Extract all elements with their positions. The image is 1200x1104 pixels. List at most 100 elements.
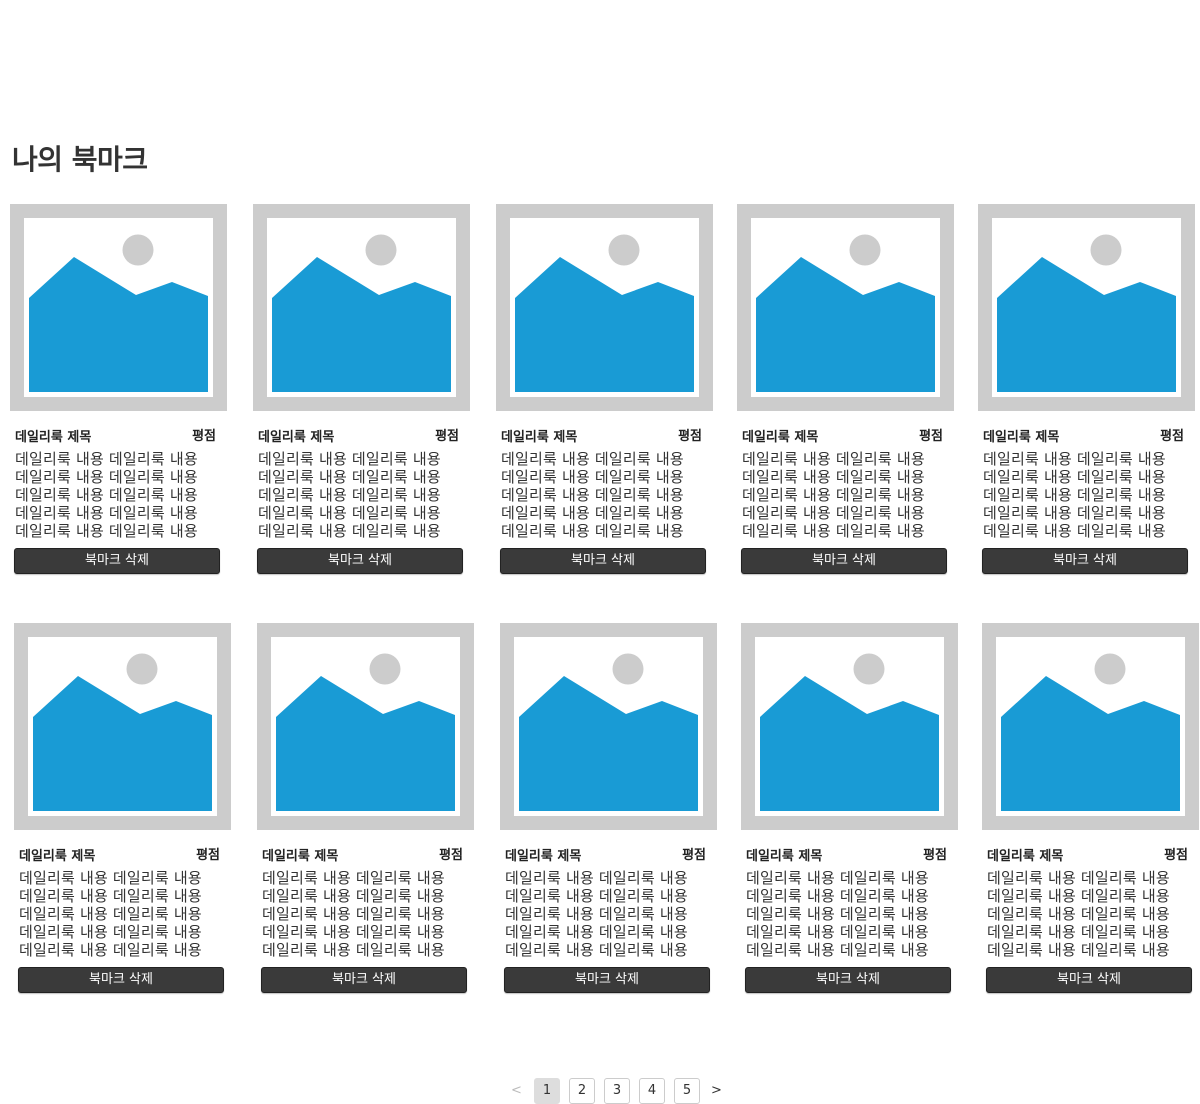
prev-page-button[interactable]: < <box>511 1083 522 1098</box>
card-title: 데일리룩 제목 <box>262 849 339 864</box>
card-description-line: 데일리룩 내용 데일리룩 내용 <box>258 486 441 504</box>
card-description-line: 데일리룩 내용 데일리룩 내용 <box>19 905 202 923</box>
delete-bookmark-button[interactable]: 북마크 삭제 <box>986 967 1192 993</box>
image-placeholder-icon[interactable] <box>257 623 474 830</box>
card-description-line: 데일리룩 내용 데일리룩 내용 <box>258 468 441 486</box>
bookmark-card[interactable]: 데일리룩 제목 평점 데일리룩 내용 데일리룩 내용 데일리룩 내용 데일리룩 … <box>257 623 474 993</box>
page-button-3[interactable]: 3 <box>604 1078 630 1104</box>
card-description-line: 데일리룩 내용 데일리룩 내용 <box>746 923 929 941</box>
card-description-line: 데일리룩 내용 데일리룩 내용 <box>983 468 1166 486</box>
page-button-4[interactable]: 4 <box>639 1078 665 1104</box>
bookmark-card[interactable]: 데일리룩 제목 평점 데일리룩 내용 데일리룩 내용 데일리룩 내용 데일리룩 … <box>500 623 717 993</box>
image-placeholder-graphic <box>24 218 213 397</box>
delete-bookmark-button[interactable]: 북마크 삭제 <box>14 548 220 574</box>
card-description: 데일리룩 내용 데일리룩 내용 데일리룩 내용 데일리룩 내용 데일리룩 내용 … <box>987 869 1194 959</box>
card-description-line: 데일리룩 내용 데일리룩 내용 <box>262 923 445 941</box>
card-description-line: 데일리룩 내용 데일리룩 내용 <box>983 504 1166 522</box>
page-title: 나의 북마크 <box>12 143 148 176</box>
image-placeholder-icon[interactable] <box>982 623 1199 830</box>
image-placeholder-icon[interactable] <box>496 204 713 411</box>
bookmark-card[interactable]: 데일리룩 제목 평점 데일리룩 내용 데일리룩 내용 데일리룩 내용 데일리룩 … <box>737 204 954 574</box>
image-placeholder-graphic <box>267 218 456 397</box>
image-placeholder-graphic <box>271 637 460 816</box>
card-rating: 평점 <box>678 429 702 444</box>
image-placeholder-graphic <box>28 637 217 816</box>
card-description-line: 데일리룩 내용 데일리룩 내용 <box>746 887 929 905</box>
card-rating: 평점 <box>682 848 706 863</box>
card-description: 데일리룩 내용 데일리룩 내용 데일리룩 내용 데일리룩 내용 데일리룩 내용 … <box>262 869 469 959</box>
delete-bookmark-button[interactable]: 북마크 삭제 <box>745 967 951 993</box>
bookmark-card[interactable]: 데일리룩 제목 평점 데일리룩 내용 데일리룩 내용 데일리룩 내용 데일리룩 … <box>14 623 231 993</box>
delete-bookmark-button[interactable]: 북마크 삭제 <box>982 548 1188 574</box>
card-description-line: 데일리룩 내용 데일리룩 내용 <box>746 905 929 923</box>
card-description-line: 데일리룩 내용 데일리룩 내용 <box>505 905 688 923</box>
card-description-line: 데일리룩 내용 데일리룩 내용 <box>505 941 688 959</box>
card-description-line: 데일리룩 내용 데일리룩 내용 <box>15 522 198 540</box>
delete-bookmark-button[interactable]: 북마크 삭제 <box>504 967 710 993</box>
bookmark-card[interactable]: 데일리룩 제목 평점 데일리룩 내용 데일리룩 내용 데일리룩 내용 데일리룩 … <box>10 204 227 574</box>
card-description-line: 데일리룩 내용 데일리룩 내용 <box>987 869 1170 887</box>
image-placeholder-graphic <box>751 218 940 397</box>
bookmark-card[interactable]: 데일리룩 제목 평점 데일리룩 내용 데일리룩 내용 데일리룩 내용 데일리룩 … <box>253 204 470 574</box>
card-description-line: 데일리룩 내용 데일리룩 내용 <box>15 504 198 522</box>
image-placeholder-graphic <box>514 637 703 816</box>
page-button-5[interactable]: 5 <box>674 1078 700 1104</box>
card-description-line: 데일리룩 내용 데일리룩 내용 <box>987 905 1170 923</box>
page-button-1[interactable]: 1 <box>534 1078 560 1104</box>
image-placeholder-graphic <box>996 637 1185 816</box>
card-description: 데일리룩 내용 데일리룩 내용 데일리룩 내용 데일리룩 내용 데일리룩 내용 … <box>746 869 953 959</box>
image-placeholder-icon[interactable] <box>978 204 1195 411</box>
card-rating: 평점 <box>923 848 947 863</box>
card-description-line: 데일리룩 내용 데일리룩 내용 <box>19 887 202 905</box>
card-description-line: 데일리룩 내용 데일리룩 내용 <box>987 923 1170 941</box>
card-description-line: 데일리룩 내용 데일리룩 내용 <box>983 522 1166 540</box>
card-rating: 평점 <box>439 848 463 863</box>
delete-bookmark-button[interactable]: 북마크 삭제 <box>261 967 467 993</box>
card-description-line: 데일리룩 내용 데일리룩 내용 <box>501 486 684 504</box>
image-placeholder-graphic <box>510 218 699 397</box>
card-description: 데일리룩 내용 데일리룩 내용 데일리룩 내용 데일리룩 내용 데일리룩 내용 … <box>19 869 226 959</box>
card-description-line: 데일리룩 내용 데일리룩 내용 <box>262 941 445 959</box>
card-description-line: 데일리룩 내용 데일리룩 내용 <box>501 450 684 468</box>
next-page-button[interactable]: > <box>711 1083 722 1098</box>
card-description-line: 데일리룩 내용 데일리룩 내용 <box>258 504 441 522</box>
delete-bookmark-button[interactable]: 북마크 삭제 <box>257 548 463 574</box>
card-description-line: 데일리룩 내용 데일리룩 내용 <box>15 468 198 486</box>
pagination: < 1 2 3 4 5 > <box>0 1078 1200 1104</box>
card-description: 데일리룩 내용 데일리룩 내용 데일리룩 내용 데일리룩 내용 데일리룩 내용 … <box>983 450 1190 540</box>
delete-bookmark-button[interactable]: 북마크 삭제 <box>18 967 224 993</box>
card-description-line: 데일리룩 내용 데일리룩 내용 <box>258 522 441 540</box>
card-title: 데일리룩 제목 <box>983 430 1060 445</box>
card-title: 데일리룩 제목 <box>501 430 578 445</box>
card-description-line: 데일리룩 내용 데일리룩 내용 <box>262 905 445 923</box>
card-description-line: 데일리룩 내용 데일리룩 내용 <box>501 468 684 486</box>
card-description-line: 데일리룩 내용 데일리룩 내용 <box>505 887 688 905</box>
bookmark-card[interactable]: 데일리룩 제목 평점 데일리룩 내용 데일리룩 내용 데일리룩 내용 데일리룩 … <box>978 204 1195 574</box>
card-title: 데일리룩 제목 <box>742 430 819 445</box>
card-description-line: 데일리룩 내용 데일리룩 내용 <box>987 887 1170 905</box>
bookmark-card[interactable]: 데일리룩 제목 평점 데일리룩 내용 데일리룩 내용 데일리룩 내용 데일리룩 … <box>982 623 1199 993</box>
delete-bookmark-button[interactable]: 북마크 삭제 <box>741 548 947 574</box>
page-button-2[interactable]: 2 <box>569 1078 595 1104</box>
delete-bookmark-button[interactable]: 북마크 삭제 <box>500 548 706 574</box>
image-placeholder-icon[interactable] <box>253 204 470 411</box>
card-description-line: 데일리룩 내용 데일리룩 내용 <box>262 887 445 905</box>
image-placeholder-icon[interactable] <box>741 623 958 830</box>
image-placeholder-icon[interactable] <box>10 204 227 411</box>
image-placeholder-icon[interactable] <box>737 204 954 411</box>
card-rating: 평점 <box>192 429 216 444</box>
card-description-line: 데일리룩 내용 데일리룩 내용 <box>987 941 1170 959</box>
card-description-line: 데일리룩 내용 데일리룩 내용 <box>15 486 198 504</box>
bookmark-card[interactable]: 데일리룩 제목 평점 데일리룩 내용 데일리룩 내용 데일리룩 내용 데일리룩 … <box>741 623 958 993</box>
card-description-line: 데일리룩 내용 데일리룩 내용 <box>742 486 925 504</box>
card-description-line: 데일리룩 내용 데일리룩 내용 <box>746 941 929 959</box>
image-placeholder-icon[interactable] <box>14 623 231 830</box>
card-description-line: 데일리룩 내용 데일리룩 내용 <box>742 504 925 522</box>
card-description-line: 데일리룩 내용 데일리룩 내용 <box>501 522 684 540</box>
card-rating: 평점 <box>196 848 220 863</box>
image-placeholder-icon[interactable] <box>500 623 717 830</box>
card-description-line: 데일리룩 내용 데일리룩 내용 <box>19 869 202 887</box>
bookmark-card[interactable]: 데일리룩 제목 평점 데일리룩 내용 데일리룩 내용 데일리룩 내용 데일리룩 … <box>496 204 713 574</box>
card-description-line: 데일리룩 내용 데일리룩 내용 <box>262 869 445 887</box>
card-title: 데일리룩 제목 <box>746 849 823 864</box>
